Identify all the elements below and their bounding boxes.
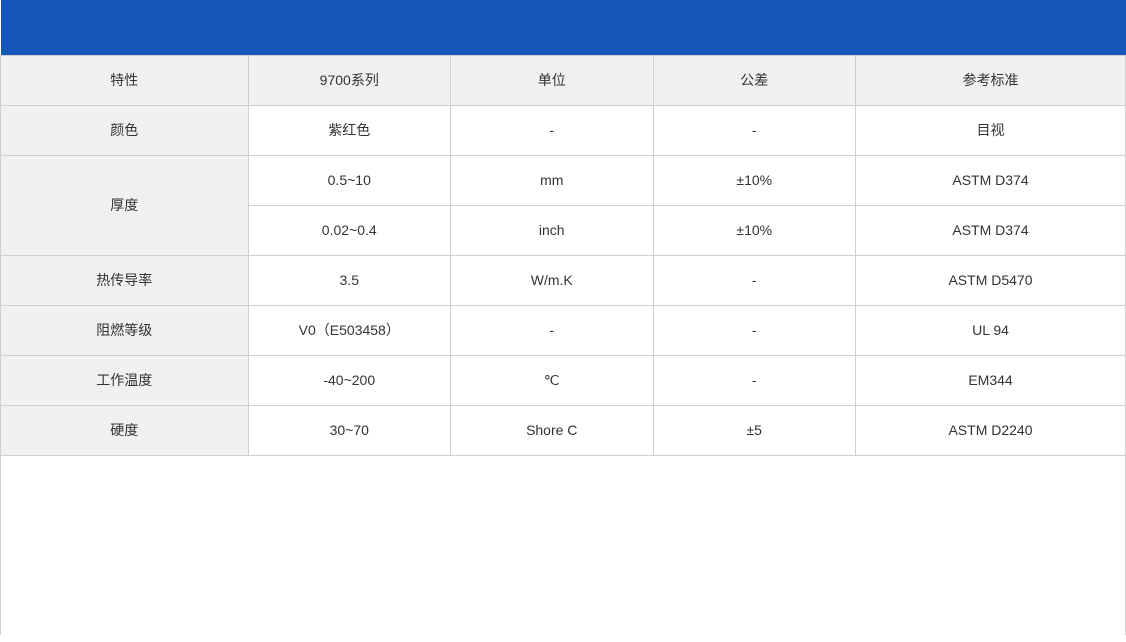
- row-label: 硬度: [1, 405, 249, 455]
- cell-unit: W/m.K: [451, 255, 654, 305]
- cell-tolerance: -: [653, 355, 856, 405]
- cell-unit: mm: [451, 155, 654, 205]
- cell-unit: ℃: [451, 355, 654, 405]
- empty-tail-cell: [1, 455, 1126, 635]
- table-row: 工作温度 -40~200 ℃ - EM344: [1, 355, 1126, 405]
- cell-value: 紫红色: [248, 105, 451, 155]
- cell-value: 30~70: [248, 405, 451, 455]
- cell-standard: 目视: [856, 105, 1126, 155]
- cell-tolerance: ±5: [653, 405, 856, 455]
- cell-tolerance: -: [653, 305, 856, 355]
- table-row: 硬度 30~70 Shore C ±5 ASTM D2240: [1, 405, 1126, 455]
- banner-row: [1, 0, 1126, 55]
- cell-unit: inch: [451, 205, 654, 255]
- cell-standard: UL 94: [856, 305, 1126, 355]
- cell-value: 0.02~0.4: [248, 205, 451, 255]
- empty-tail-row: [1, 455, 1126, 635]
- cell-unit: Shore C: [451, 405, 654, 455]
- cell-standard: ASTM D5470: [856, 255, 1126, 305]
- cell-value: -40~200: [248, 355, 451, 405]
- row-label: 阻燃等级: [1, 305, 249, 355]
- table-row: 阻燃等级 V0（E503458） - - UL 94: [1, 305, 1126, 355]
- cell-tolerance: ±10%: [653, 205, 856, 255]
- header-unit: 单位: [451, 55, 654, 105]
- cell-tolerance: -: [653, 255, 856, 305]
- table-row: 颜色 紫红色 - - 目视: [1, 105, 1126, 155]
- cell-value: 0.5~10: [248, 155, 451, 205]
- header-standard: 参考标准: [856, 55, 1126, 105]
- cell-tolerance: -: [653, 105, 856, 155]
- cell-standard: ASTM D374: [856, 155, 1126, 205]
- row-label: 颜色: [1, 105, 249, 155]
- table-row: 厚度 0.5~10 mm ±10% ASTM D374: [1, 155, 1126, 205]
- header-series: 9700系列: [248, 55, 451, 105]
- header-tolerance: 公差: [653, 55, 856, 105]
- spec-table-container: 特性 9700系列 单位 公差 参考标准 颜色 紫红色 - - 目视 厚度 0.…: [0, 0, 1126, 642]
- cell-value: V0（E503458）: [248, 305, 451, 355]
- row-label: 厚度: [1, 155, 249, 255]
- cell-tolerance: ±10%: [653, 155, 856, 205]
- cell-standard: ASTM D2240: [856, 405, 1126, 455]
- header-property: 特性: [1, 55, 249, 105]
- header-row: 特性 9700系列 单位 公差 参考标准: [1, 55, 1126, 105]
- cell-unit: -: [451, 305, 654, 355]
- table-row: 热传导率 3.5 W/m.K - ASTM D5470: [1, 255, 1126, 305]
- cell-value: 3.5: [248, 255, 451, 305]
- cell-standard: ASTM D374: [856, 205, 1126, 255]
- cell-standard: EM344: [856, 355, 1126, 405]
- row-label: 工作温度: [1, 355, 249, 405]
- row-label: 热传导率: [1, 255, 249, 305]
- spec-table: 特性 9700系列 单位 公差 参考标准 颜色 紫红色 - - 目视 厚度 0.…: [0, 0, 1126, 635]
- cell-unit: -: [451, 105, 654, 155]
- banner-cell: [1, 0, 1126, 55]
